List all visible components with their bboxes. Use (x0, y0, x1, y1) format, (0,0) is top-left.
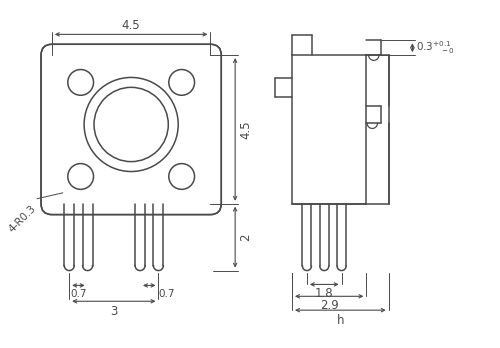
FancyBboxPatch shape (41, 44, 222, 215)
Text: 0.7: 0.7 (70, 289, 86, 299)
Text: h: h (336, 314, 344, 326)
Text: 2: 2 (240, 234, 252, 241)
Text: 3: 3 (110, 304, 118, 318)
Text: 4-R0.3: 4-R0.3 (6, 203, 38, 234)
Text: 4.5: 4.5 (122, 19, 141, 32)
Text: 1.8: 1.8 (315, 287, 334, 300)
Text: 4.5: 4.5 (240, 120, 252, 139)
Text: 2.9: 2.9 (320, 299, 338, 312)
Text: $0.3^{+0.1}_{\ \ \ -0}$: $0.3^{+0.1}_{\ \ \ -0}$ (416, 39, 455, 56)
Text: 0.7: 0.7 (158, 289, 175, 299)
